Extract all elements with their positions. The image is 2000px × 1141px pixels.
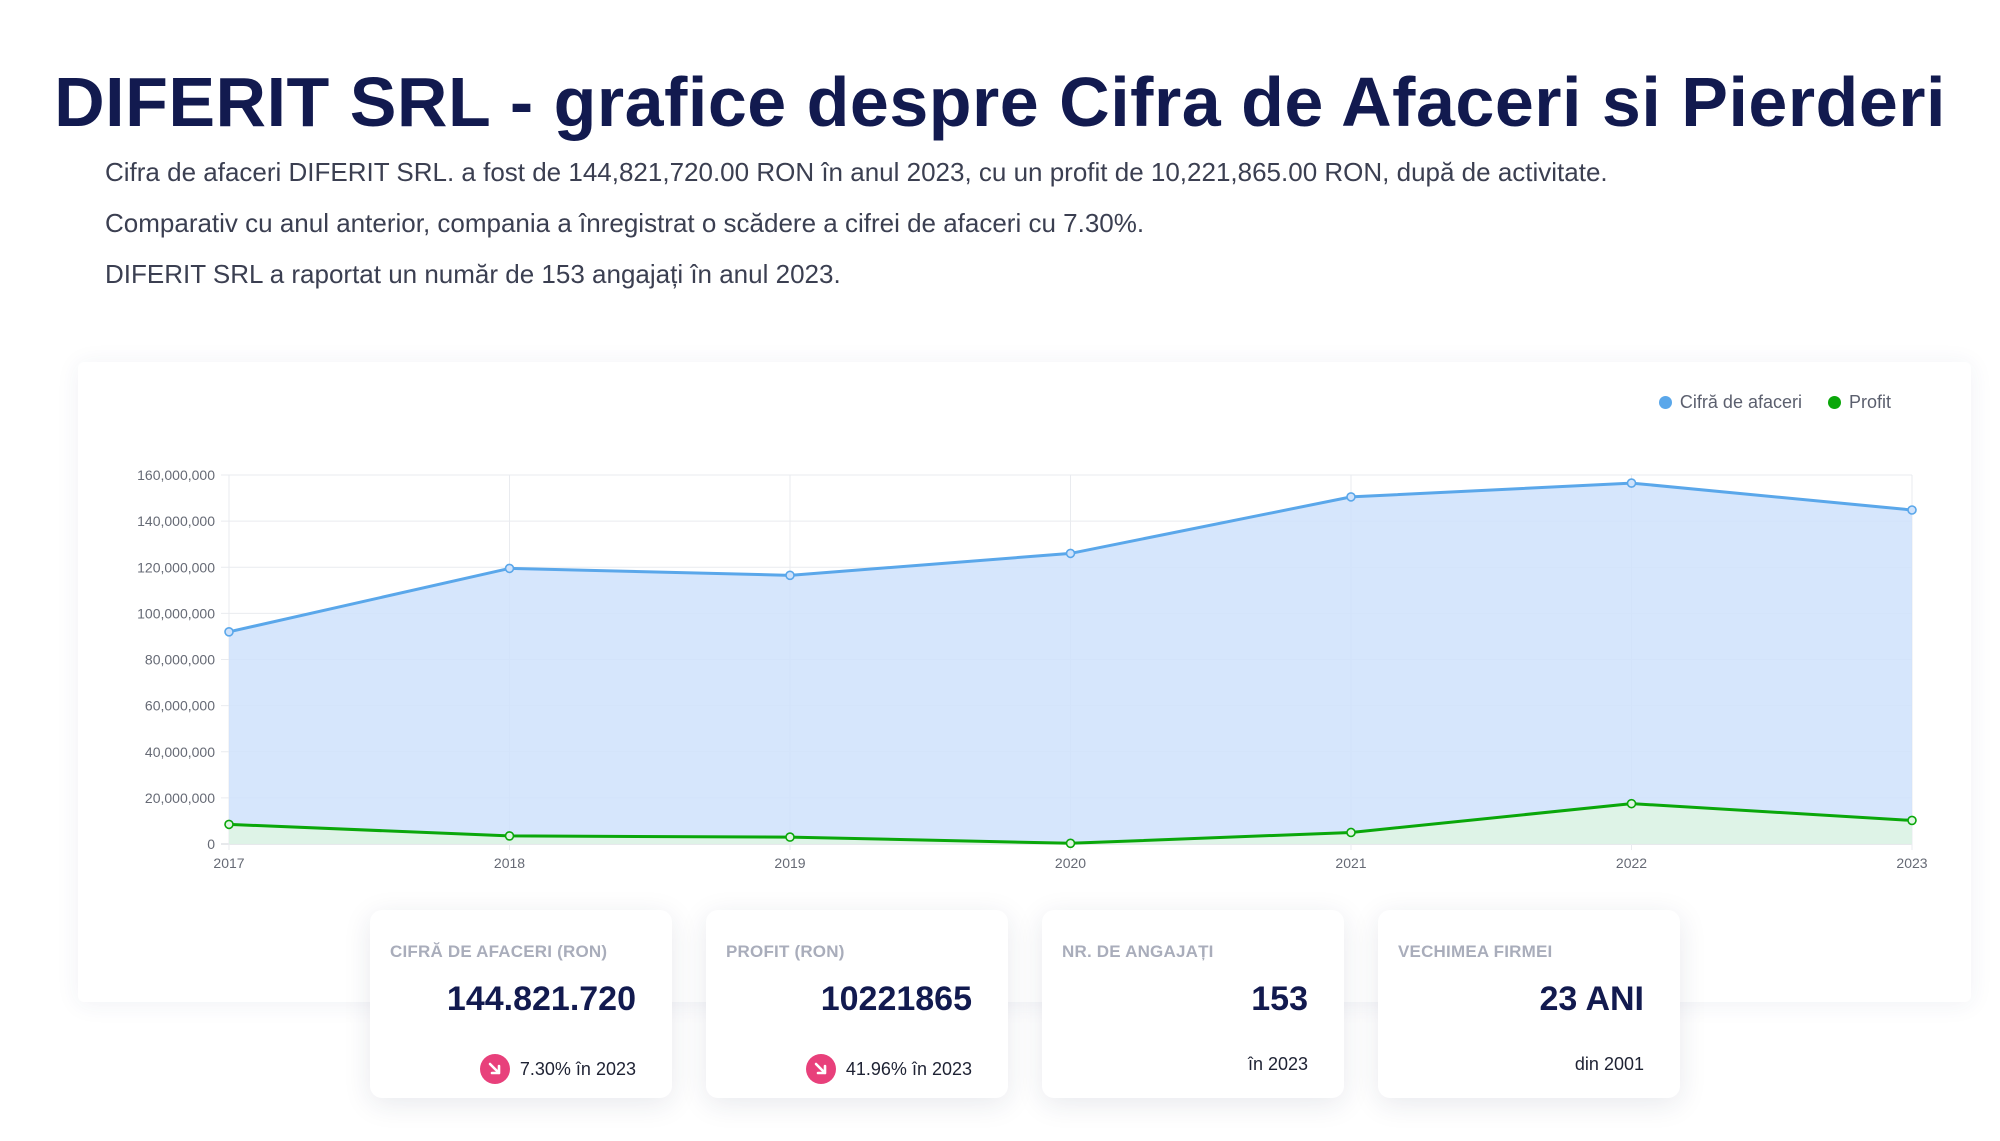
x-tick-label: 2020	[1055, 855, 1086, 871]
data-point	[504, 831, 515, 841]
area-chart: 0 20,000,000 40,000,000 60,000,000 80,000,00…	[137, 467, 1928, 871]
intro-paragraph-revenue: Cifra de afaceri DIFERIT SRL. a fost de …	[105, 157, 1608, 187]
intro-paragraph-comparison: Comparativ cu anul anterior, compania a …	[105, 208, 1145, 238]
stat-card-profit: PROFIT (RON) 10221865 41.96% în 2023	[706, 910, 1008, 1098]
y-tick-label: 0	[207, 836, 215, 852]
stat-label: PROFIT (RON)	[726, 942, 845, 961]
data-point	[1626, 798, 1637, 809]
y-tick-label: 160,000,000	[137, 467, 215, 483]
legend-label-revenue: Cifră de afaceri	[1679, 392, 1802, 412]
stat-value: 153	[1251, 980, 1308, 1018]
stat-card-employees: NR. DE ANGAJAȚI 153 în 2023	[1042, 910, 1344, 1098]
stat-card-company-age: VECHIMEA FIRMEI 23 ANI din 2001	[1378, 910, 1680, 1098]
data-point	[1065, 838, 1076, 849]
stat-sub: 7.30% în 2023	[479, 1054, 636, 1084]
x-tick-label: 2023	[1896, 855, 1927, 871]
y-tick-label: 120,000,000	[137, 559, 215, 575]
chart-legend: Cifră de afaceri Profit	[1658, 392, 1891, 413]
intro-text: Cifra de afaceri DIFERIT SRL. a fost de …	[105, 157, 1608, 313]
data-point	[785, 570, 795, 581]
stat-sub: din 2001	[1575, 1054, 1644, 1075]
stat-sub-text: 41.96% în 2023	[845, 1058, 972, 1079]
stat-label: CIFRĂ DE AFACERI (RON)	[390, 942, 608, 961]
data-point	[504, 563, 515, 574]
chart-card: Cifră de afaceri Profit 0 20,000,000 40,00…	[78, 362, 1971, 1002]
x-tick-label: 2022	[1616, 855, 1647, 871]
data-point	[1346, 492, 1356, 502]
stat-sub: 41.96% în 2023	[805, 1054, 972, 1084]
stat-value: 23 ANI	[1539, 980, 1644, 1018]
data-point	[1346, 827, 1356, 838]
stat-label: NR. DE ANGAJAȚI	[1062, 942, 1214, 961]
series-area-1	[229, 803, 1912, 844]
stat-label: VECHIMEA FIRMEI	[1398, 942, 1553, 961]
y-tick-label: 100,000,000	[137, 605, 215, 621]
y-tick-label: 80,000,000	[145, 652, 215, 668]
legend-dot-revenue	[1658, 396, 1672, 409]
data-point	[1065, 548, 1076, 559]
y-tick-label: 20,000,000	[145, 790, 215, 806]
arrow-down-right-icon	[805, 1054, 836, 1084]
data-point	[224, 819, 234, 830]
stat-sub-text: în 2023	[1247, 1054, 1308, 1074]
stat-value: 144.821.720	[446, 980, 636, 1018]
data-point	[1907, 505, 1917, 515]
stat-sub-text: 7.30% în 2023	[519, 1058, 636, 1079]
y-tick-label: 140,000,000	[137, 513, 215, 529]
data-point	[1626, 478, 1637, 488]
page-title: DIFERIT SRL - grafice despre Cifra de Af…	[54, 63, 1946, 141]
x-tick-label: 2017	[213, 855, 244, 871]
y-tick-label: 40,000,000	[145, 744, 215, 760]
intro-paragraph-employees: DIFERIT SRL a raportat un număr de 153 a…	[105, 259, 841, 289]
stat-card-revenue: CIFRĂ DE AFACERI (RON) 144.821.720 7.30%…	[370, 910, 672, 1098]
legend-label-profit: Profit	[1848, 392, 1891, 412]
stat-sub: în 2023	[1248, 1054, 1308, 1075]
legend-item-revenue[interactable]: Cifră de afaceri	[1658, 392, 1802, 413]
y-tick-label: 60,000,000	[145, 698, 215, 714]
data-point	[224, 627, 234, 637]
data-point	[1907, 815, 1917, 826]
data-point	[785, 832, 795, 842]
stat-sub-text: din 2001	[1574, 1054, 1644, 1074]
legend-item-profit[interactable]: Profit	[1827, 392, 1891, 413]
x-tick-label: 2018	[494, 855, 525, 871]
arrow-down-right-icon	[479, 1054, 510, 1084]
x-tick-label: 2021	[1335, 855, 1366, 871]
stat-value: 10221865	[820, 980, 972, 1018]
legend-dot-profit	[1827, 396, 1841, 409]
x-tick-label: 2019	[774, 855, 805, 871]
